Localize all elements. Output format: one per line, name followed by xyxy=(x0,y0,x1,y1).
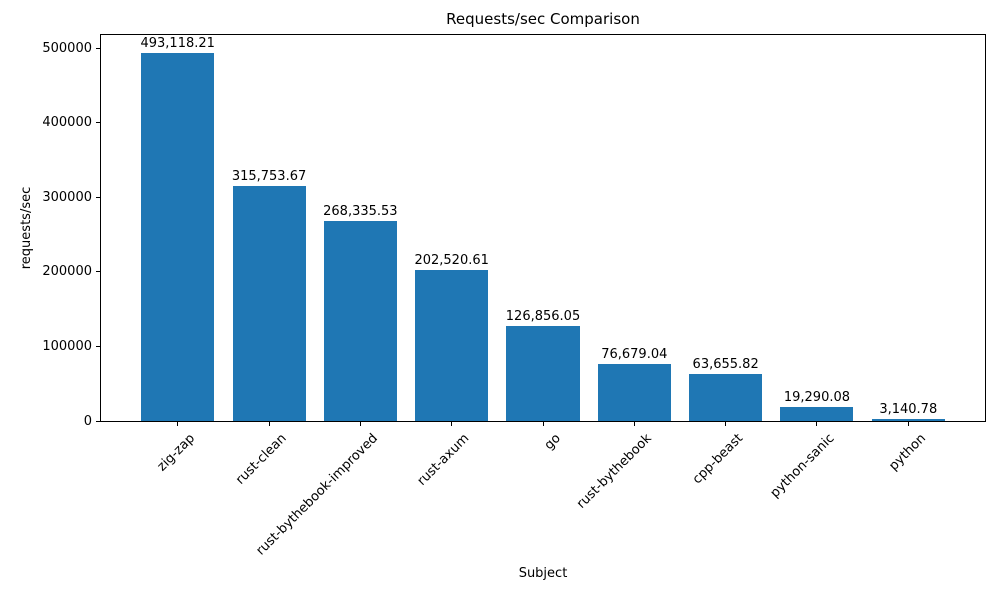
x-tick-mark xyxy=(542,422,544,426)
x-tick-label: zig-zap xyxy=(154,431,199,475)
x-tick-label: python xyxy=(886,431,929,474)
bar-value-label: 268,335.53 xyxy=(323,203,398,219)
x-tick-label: go xyxy=(541,431,564,454)
x-tick-mark xyxy=(633,422,635,426)
chart-title: Requests/sec Comparison xyxy=(446,10,640,28)
y-tick-mark xyxy=(96,420,100,422)
y-tick-mark xyxy=(96,47,100,49)
x-tick-label: rust-clean xyxy=(233,431,290,488)
bar xyxy=(415,270,489,421)
y-tick-label: 300000 xyxy=(42,189,92,205)
y-tick-mark xyxy=(96,122,100,124)
bar xyxy=(871,418,945,421)
y-tick-label: 100000 xyxy=(42,338,92,354)
bar xyxy=(232,185,306,421)
x-tick-mark xyxy=(907,422,909,426)
bar-value-label: 76,679.04 xyxy=(601,346,668,362)
y-axis-label: requests/sec xyxy=(19,186,34,270)
x-tick-mark xyxy=(451,422,453,426)
x-tick-mark xyxy=(177,422,179,426)
bar-value-label: 3,140.78 xyxy=(879,401,938,417)
bar xyxy=(597,363,671,421)
bar-value-label: 315,753.67 xyxy=(231,168,307,184)
y-tick-label: 400000 xyxy=(42,115,92,131)
bar xyxy=(323,220,397,421)
bar-value-label: 493,118.21 xyxy=(140,36,215,52)
bar xyxy=(506,326,580,421)
y-tick-mark xyxy=(96,345,100,347)
x-tick-mark xyxy=(816,422,818,426)
y-tick-mark xyxy=(96,271,100,273)
y-tick-label: 0 xyxy=(83,413,92,429)
y-tick-label: 200000 xyxy=(42,264,92,280)
y-tick-mark xyxy=(96,196,100,198)
x-tick-label: rust-bythebook xyxy=(574,431,655,512)
bar-value-label: 63,655.82 xyxy=(692,356,759,372)
x-tick-label: python-sanic xyxy=(767,431,838,501)
bar xyxy=(780,406,854,421)
bar-value-label: 202,520.61 xyxy=(414,253,489,269)
plot-area: 493,118.21 315,753.67 268,335.53 202,520.61… xyxy=(100,34,986,422)
x-tick-label: rust-axum xyxy=(414,431,473,489)
x-tick-mark xyxy=(359,422,361,426)
y-tick-label: 500000 xyxy=(42,40,92,56)
bar-value-label: 19,290.08 xyxy=(783,389,851,405)
bar xyxy=(141,53,215,421)
bar-value-label: 126,856.05 xyxy=(505,309,581,325)
bar xyxy=(689,373,763,421)
x-tick-mark xyxy=(268,422,270,426)
x-axis-label: Subject xyxy=(518,566,568,581)
x-tick-mark xyxy=(725,422,727,426)
x-tick-label: cpp-beast xyxy=(690,431,747,488)
